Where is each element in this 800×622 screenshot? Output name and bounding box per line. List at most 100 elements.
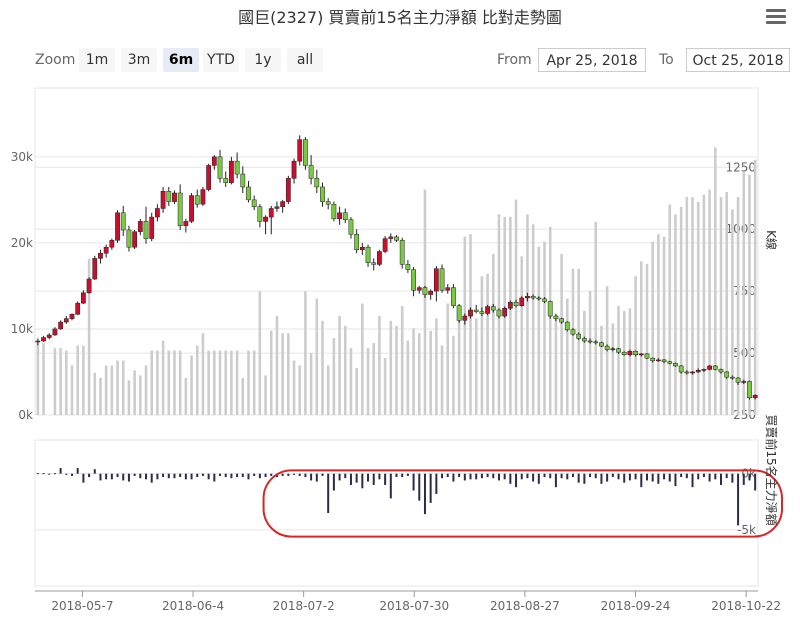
candle-body <box>120 212 126 231</box>
net-bar <box>173 473 176 479</box>
candle-body <box>149 216 155 239</box>
candle-body <box>593 341 599 344</box>
candle-body <box>616 348 621 353</box>
volume-bar <box>65 350 68 415</box>
net-bar <box>310 473 313 481</box>
volume-bar <box>116 360 119 415</box>
net-bar <box>423 473 426 515</box>
zoom-ytd-button[interactable]: YTD <box>203 48 239 72</box>
net-bar <box>241 473 244 478</box>
candle-body <box>52 328 58 336</box>
candle-body <box>160 191 166 209</box>
net-bar <box>36 473 39 475</box>
net-bar <box>429 473 432 503</box>
volume-bar <box>36 343 40 415</box>
candle-body <box>627 351 633 356</box>
net-bar <box>480 473 483 479</box>
volume-bar <box>486 273 489 415</box>
net-bar <box>640 473 643 488</box>
zoom-6m-button[interactable]: 6m <box>163 48 199 72</box>
candle-body <box>621 351 627 356</box>
candle-body <box>143 221 149 239</box>
volume-bar <box>554 313 558 415</box>
candle-body <box>610 348 616 350</box>
net-bar <box>446 473 449 478</box>
candle-body <box>661 359 667 362</box>
net-bar <box>628 473 631 481</box>
volume-bar <box>640 261 643 415</box>
candle-body <box>604 345 610 350</box>
net-bar <box>583 473 586 484</box>
candle-body <box>456 305 462 321</box>
net-bar <box>355 473 358 483</box>
net-bar <box>606 473 609 482</box>
net-bar <box>594 473 597 479</box>
candle-body <box>416 287 422 291</box>
candle-body <box>752 394 758 399</box>
candle-body <box>103 246 109 254</box>
net-bar <box>577 473 580 483</box>
net-bar <box>560 473 563 479</box>
x-tick-label: 2018-07-30 <box>379 599 449 613</box>
volume-bar <box>731 209 734 415</box>
volume-bar <box>668 204 672 415</box>
candle-body <box>246 186 251 201</box>
candle-body <box>655 359 661 362</box>
zoom-3m-button[interactable]: 3m <box>121 48 157 72</box>
volume-bar <box>423 189 427 415</box>
volume-bar <box>583 310 586 415</box>
net-bar <box>247 473 250 480</box>
volume-bar <box>332 338 336 415</box>
volume-bar <box>207 350 210 415</box>
volume-tick-label: 1250 <box>725 160 756 174</box>
net-bar <box>133 473 136 476</box>
volume-bar <box>361 303 364 415</box>
net-bar <box>344 473 347 479</box>
to-label: To <box>659 52 674 68</box>
net-bar <box>201 473 204 476</box>
zoom-1y-button[interactable]: 1y <box>245 48 281 72</box>
volume-bar <box>691 197 694 415</box>
candle-body <box>155 208 160 218</box>
candle-body <box>599 342 604 347</box>
candle-body <box>405 264 411 270</box>
volume-bar <box>446 303 450 415</box>
volume-bar <box>144 365 148 415</box>
zoom-1m-button[interactable]: 1m <box>79 48 115 72</box>
net-bar <box>378 473 381 480</box>
volume-bar <box>400 306 404 415</box>
volume-bar <box>395 325 398 415</box>
volume-bar <box>474 318 478 415</box>
candle-body <box>422 287 428 295</box>
net-bar <box>543 473 546 478</box>
candle-body <box>741 381 747 383</box>
from-date-input[interactable]: Apr 25, 2018 <box>538 48 646 72</box>
zoom-all-button[interactable]: all <box>287 48 323 72</box>
candle-body <box>411 269 416 291</box>
candle-body <box>109 240 115 248</box>
candle-body <box>587 340 593 343</box>
candle-body <box>712 365 718 370</box>
candle-body <box>718 369 724 373</box>
candle-body <box>570 329 576 335</box>
volume-bar <box>218 350 222 415</box>
net-bar <box>156 473 159 480</box>
volume-bar <box>247 350 250 415</box>
net-bar <box>566 473 569 480</box>
volume-bar <box>321 320 324 415</box>
hamburger-menu-icon[interactable] <box>764 6 788 28</box>
volume-bar <box>42 343 45 415</box>
to-date-input[interactable]: Oct 25, 2018 <box>686 48 790 72</box>
net-bar <box>258 473 261 479</box>
net-bar <box>236 473 239 478</box>
volume-bar <box>588 291 592 415</box>
net-bar <box>725 473 728 479</box>
candle-body <box>525 295 530 299</box>
candle-body <box>354 234 360 251</box>
net-bar <box>509 473 512 484</box>
volume-bar <box>195 345 199 415</box>
x-tick-label: 2018-06-4 <box>162 599 224 613</box>
candle-body <box>451 287 456 306</box>
candle-body <box>325 201 331 205</box>
net-bar <box>458 473 461 478</box>
